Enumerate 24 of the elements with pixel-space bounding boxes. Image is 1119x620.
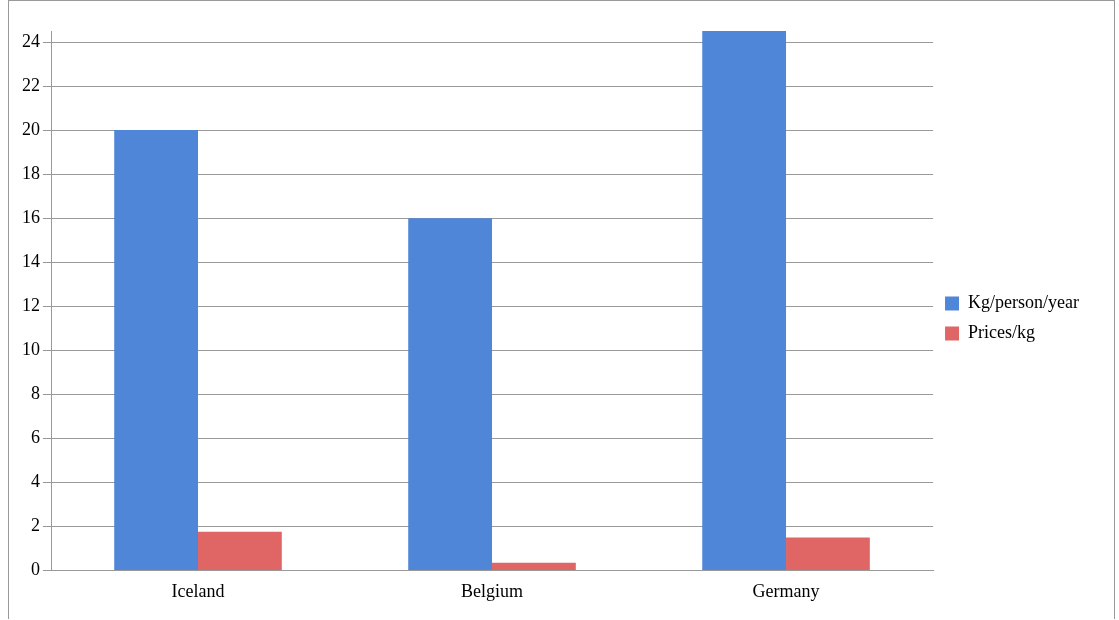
legend-label: Kg/person/year: [968, 292, 1080, 313]
y-tick-label: 18: [22, 162, 40, 183]
y-tick-label: 4: [31, 471, 40, 492]
y-tick-label: 22: [22, 74, 40, 95]
y-tick-label: 12: [22, 294, 40, 315]
y-tick-label: 0: [31, 559, 40, 580]
y-tick-label: 8: [31, 383, 40, 403]
x-tick-label: Germany: [752, 580, 820, 601]
bar: [492, 562, 576, 570]
bar: [114, 130, 199, 570]
x-tick-label: Belgium: [461, 580, 524, 601]
bar: [702, 31, 787, 570]
x-tick-label: Iceland: [171, 580, 225, 601]
y-tick-label: 16: [22, 206, 40, 227]
y-tick-label: 2: [31, 515, 40, 536]
y-tick-label: 20: [22, 118, 40, 139]
bar: [198, 531, 282, 570]
y-tick-label: 14: [22, 250, 40, 271]
bar: [408, 218, 493, 570]
bar: [786, 537, 870, 570]
legend-label: Prices/kg: [968, 322, 1036, 343]
y-tick-label: 10: [22, 338, 40, 359]
y-tick-label: 24: [22, 30, 40, 51]
y-tick-label: 6: [31, 427, 40, 448]
